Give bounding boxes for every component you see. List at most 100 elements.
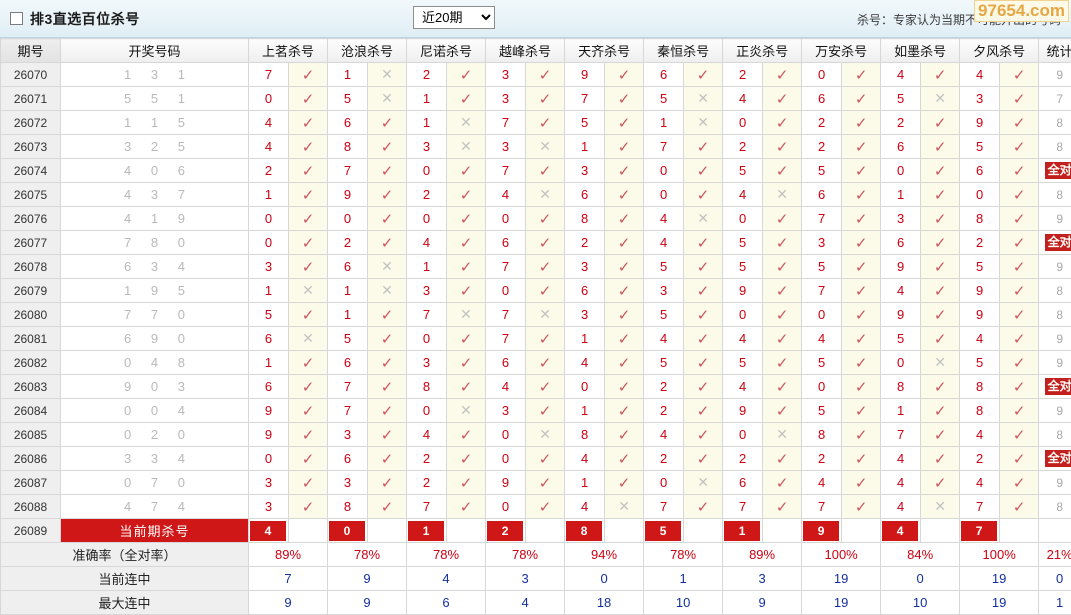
cell-pick: 1 bbox=[407, 255, 447, 279]
cell-mark: ✓ bbox=[605, 87, 644, 111]
cell-current-pick: 1 bbox=[723, 519, 763, 543]
cell-mark: ✓ bbox=[1000, 111, 1039, 135]
check-icon: ✓ bbox=[460, 427, 473, 444]
cell-mark: ✓ bbox=[1000, 399, 1039, 423]
cell-mark: ✓ bbox=[368, 111, 407, 135]
cross-icon: ✕ bbox=[381, 90, 393, 106]
cell-mark: ✓ bbox=[763, 207, 802, 231]
cell-pick: 9 bbox=[565, 63, 605, 87]
summary-value: 78% bbox=[644, 543, 723, 567]
cell-mark: ✓ bbox=[289, 303, 328, 327]
cell-current-blank bbox=[1000, 519, 1039, 543]
cell-pick: 7 bbox=[802, 495, 842, 519]
cell-mark: ✓ bbox=[1000, 327, 1039, 351]
cell-mark: ✓ bbox=[289, 135, 328, 159]
cell-pick: 5 bbox=[802, 159, 842, 183]
cell-draw-number: 1 3 1 bbox=[61, 63, 249, 87]
check-icon: ✓ bbox=[697, 451, 710, 468]
cell-draw-number: 9 0 3 bbox=[61, 375, 249, 399]
cell-pick: 4 bbox=[565, 351, 605, 375]
cell-current-blank bbox=[684, 519, 723, 543]
cell-pick: 0 bbox=[565, 375, 605, 399]
cell-pick: 7 bbox=[486, 327, 526, 351]
col-header-expert-0[interactable]: 上茗杀号 bbox=[249, 39, 328, 63]
cell-stat: 7 bbox=[1039, 87, 1071, 111]
check-icon: ✓ bbox=[381, 187, 394, 204]
cell-draw-number: 7 7 0 bbox=[61, 303, 249, 327]
check-icon: ✓ bbox=[539, 475, 552, 492]
cell-mark: ✓ bbox=[1000, 183, 1039, 207]
check-icon: ✓ bbox=[1013, 211, 1026, 228]
check-icon: ✓ bbox=[697, 331, 710, 348]
col-header-expert-6[interactable]: 正炎杀号 bbox=[723, 39, 802, 63]
check-icon: ✓ bbox=[460, 331, 473, 348]
cell-mark: ✓ bbox=[289, 399, 328, 423]
check-icon: ✓ bbox=[934, 427, 947, 444]
cell-mark: ✓ bbox=[763, 471, 802, 495]
cross-icon: ✕ bbox=[934, 354, 946, 370]
table-header: 期号 开奖号码 上茗杀号 沧浪杀号 尼诺杀号 越峰杀号 天齐杀号 秦恒杀号 正炎… bbox=[1, 39, 1071, 63]
cell-mark: ✓ bbox=[921, 279, 960, 303]
cell-mark: ✕ bbox=[447, 135, 486, 159]
col-header-expert-2[interactable]: 尼诺杀号 bbox=[407, 39, 486, 63]
summary-value: 7 bbox=[249, 567, 328, 591]
col-header-expert-4[interactable]: 天齐杀号 bbox=[565, 39, 644, 63]
col-header-expert-1[interactable]: 沧浪杀号 bbox=[328, 39, 407, 63]
check-icon: ✓ bbox=[697, 163, 710, 180]
check-icon: ✓ bbox=[697, 403, 710, 420]
summary-value: 9 bbox=[328, 591, 407, 615]
check-icon: ✓ bbox=[697, 379, 710, 396]
select-all-checkbox[interactable] bbox=[10, 12, 23, 25]
cell-current-pick: 2 bbox=[486, 519, 526, 543]
cell-mark: ✓ bbox=[605, 159, 644, 183]
check-icon: ✓ bbox=[934, 331, 947, 348]
summary-value: 100% bbox=[802, 543, 881, 567]
cell-mark: ✓ bbox=[1000, 375, 1039, 399]
cell-mark: ✓ bbox=[368, 159, 407, 183]
cell-mark: ✓ bbox=[1000, 255, 1039, 279]
cell-mark: ✕ bbox=[921, 87, 960, 111]
summary-value: 19 bbox=[802, 591, 881, 615]
check-icon: ✓ bbox=[1013, 187, 1026, 204]
col-header-expert-8[interactable]: 如墨杀号 bbox=[881, 39, 960, 63]
col-header-expert-3[interactable]: 越峰杀号 bbox=[486, 39, 565, 63]
cell-pick: 6 bbox=[249, 375, 289, 399]
cell-mark: ✓ bbox=[1000, 159, 1039, 183]
check-icon: ✓ bbox=[934, 67, 947, 84]
cross-icon: ✕ bbox=[381, 282, 393, 298]
check-icon: ✓ bbox=[776, 499, 789, 516]
cell-mark: ✕ bbox=[368, 279, 407, 303]
cell-mark: ✓ bbox=[526, 63, 565, 87]
check-icon: ✓ bbox=[381, 235, 394, 252]
check-icon: ✓ bbox=[381, 379, 394, 396]
cell-pick: 6 bbox=[486, 351, 526, 375]
col-header-expert-5[interactable]: 秦恒杀号 bbox=[644, 39, 723, 63]
cell-pick: 3 bbox=[407, 279, 447, 303]
check-icon: ✓ bbox=[302, 163, 315, 180]
page-title: 排3直选百位杀号 bbox=[30, 9, 140, 29]
summary-value: 19 bbox=[802, 567, 881, 591]
cell-pick: 2 bbox=[881, 111, 921, 135]
col-header-expert-7[interactable]: 万安杀号 bbox=[802, 39, 881, 63]
cell-mark: ✕ bbox=[368, 63, 407, 87]
cell-current-blank bbox=[921, 519, 960, 543]
cell-pick: 5 bbox=[565, 111, 605, 135]
check-icon: ✓ bbox=[855, 451, 868, 468]
cell-pick: 2 bbox=[960, 231, 1000, 255]
cross-icon: ✕ bbox=[539, 138, 551, 154]
check-icon: ✓ bbox=[302, 379, 315, 396]
cell-draw-number: 3 2 5 bbox=[61, 135, 249, 159]
summary-value: 0 bbox=[881, 567, 960, 591]
cell-issue: 26082 bbox=[1, 351, 61, 375]
period-select[interactable]: 近20期近30期近50期 bbox=[413, 6, 495, 29]
col-header-expert-9[interactable]: 夕风杀号 bbox=[960, 39, 1039, 63]
cell-pick: 4 bbox=[565, 447, 605, 471]
check-icon: ✓ bbox=[776, 91, 789, 108]
cell-mark: ✓ bbox=[368, 303, 407, 327]
all-correct-badge: 全对 bbox=[1045, 162, 1071, 179]
check-icon: ✓ bbox=[855, 307, 868, 324]
cell-pick: 0 bbox=[249, 87, 289, 111]
check-icon: ✓ bbox=[460, 91, 473, 108]
